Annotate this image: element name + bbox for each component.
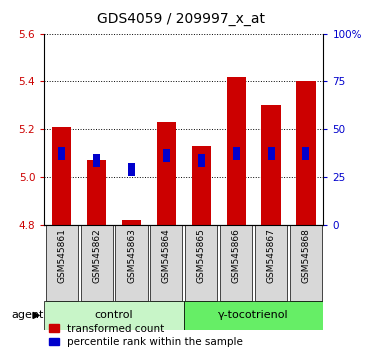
Bar [52,127,71,225]
Text: GDS4059 / 209997_x_at: GDS4059 / 209997_x_at [97,12,265,27]
Text: GSM545868: GSM545868 [301,229,310,284]
Bar [128,163,135,176]
Text: γ-tocotrienol: γ-tocotrienol [218,310,289,320]
Bar [255,225,287,301]
Legend: transformed count, percentile rank within the sample: transformed count, percentile rank withi… [50,324,243,347]
Bar [296,81,316,225]
Bar [192,146,211,225]
Bar [184,301,323,330]
Text: GSM545867: GSM545867 [266,229,276,284]
Bar [233,147,239,160]
Text: GSM545861: GSM545861 [57,229,66,284]
Bar [261,105,281,225]
Bar [220,225,252,301]
Bar [227,76,246,225]
Bar [93,154,100,167]
Bar [58,147,65,160]
Bar [198,154,205,167]
Text: GSM545864: GSM545864 [162,229,171,283]
Text: agent: agent [11,310,44,320]
Text: GSM545865: GSM545865 [197,229,206,284]
Bar [185,225,217,301]
Bar [290,225,322,301]
Text: control: control [95,310,133,320]
Text: GSM545863: GSM545863 [127,229,136,284]
Bar [87,160,106,225]
Bar [268,147,275,160]
Text: GSM545866: GSM545866 [232,229,241,284]
Bar [44,301,184,330]
Bar [122,220,141,225]
Bar [80,225,113,301]
Text: GSM545862: GSM545862 [92,229,101,283]
Bar [46,225,78,301]
Bar [116,225,147,301]
Bar [157,122,176,225]
Bar [150,225,182,301]
Bar [163,149,170,162]
Bar [303,147,310,160]
